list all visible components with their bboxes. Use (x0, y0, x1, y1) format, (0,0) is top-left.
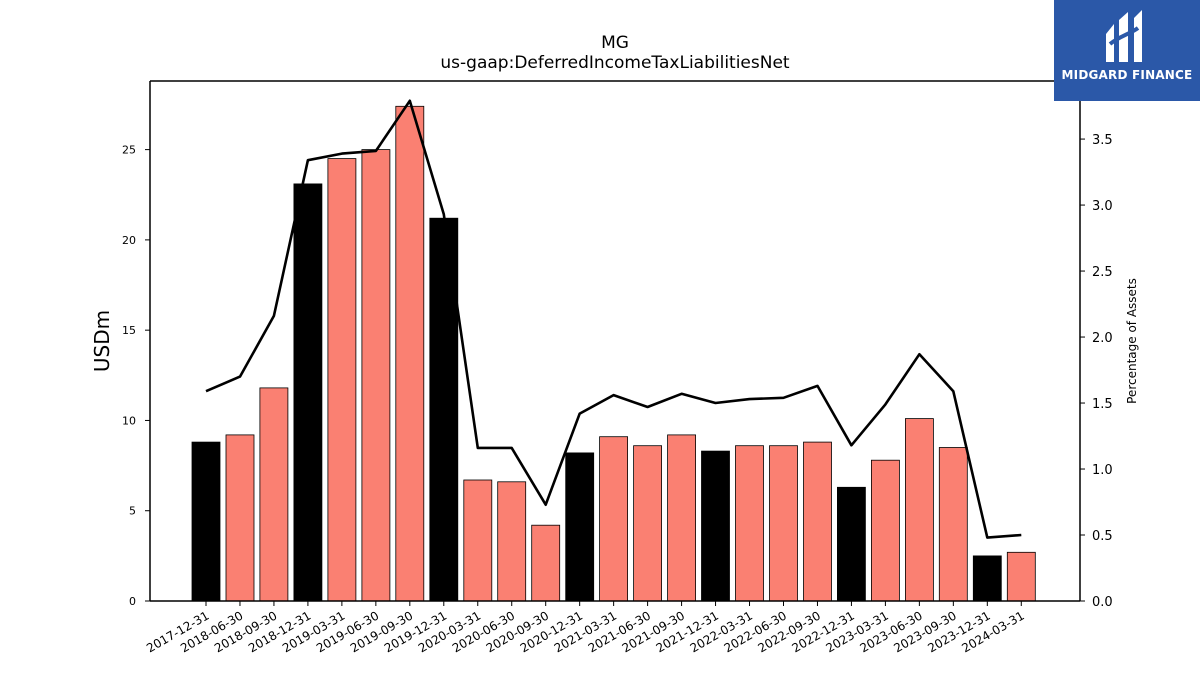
bar-2017-12-31 (191, 441, 221, 602)
y2-axis-label: Percentage of Assets (1125, 278, 1139, 404)
bar-2024-03-31 (1006, 551, 1036, 602)
bar-2022-06-30 (769, 445, 798, 602)
y-tick-label: 20 (122, 234, 136, 247)
y2-tick-label: 1.5 (1092, 397, 1113, 412)
y2-tick-label: 3.0 (1092, 199, 1113, 214)
bar-2021-03-31 (599, 436, 628, 602)
y-tick-label: 0 (129, 595, 136, 608)
y-tick-label: 15 (122, 324, 136, 337)
y-tick-label: 10 (122, 414, 136, 427)
bar-2021-12-31 (701, 450, 730, 602)
midgard-logo-icon (1106, 10, 1142, 62)
bar-2023-09-30 (938, 447, 968, 602)
bar-2023-06-30 (905, 418, 934, 602)
y-tick-label: 5 (129, 505, 136, 518)
y2-tick-label: 2.5 (1092, 265, 1113, 280)
bar-2020-03-31 (463, 479, 493, 602)
y-axis-label: USDm (90, 310, 114, 372)
y2-tick-label: 3.5 (1092, 133, 1113, 148)
bar-2022-09-30 (803, 441, 832, 602)
y-tick-label: 25 (122, 144, 136, 157)
bar-2019-06-30 (361, 149, 391, 602)
y2-tick-label: 0.0 (1092, 595, 1113, 610)
bar-2018-06-30 (225, 434, 255, 602)
bar-2021-09-30 (667, 434, 696, 602)
y2-tick-label: 2.0 (1092, 331, 1113, 346)
bar-2018-09-30 (259, 387, 289, 602)
bar-2019-03-31 (327, 158, 357, 602)
bar-2020-09-30 (531, 524, 561, 602)
y2-tick-label: 0.5 (1092, 529, 1113, 544)
bar-2021-06-30 (633, 445, 662, 602)
bar-2023-12-31 (972, 555, 1002, 602)
bar-2019-09-30 (395, 105, 425, 602)
bar-2018-12-31 (293, 183, 323, 602)
logo: MIDGARD FINANCE (1054, 0, 1200, 101)
logo-text: MIDGARD FINANCE (1061, 68, 1193, 82)
chart-title: MG (601, 33, 629, 53)
bar-2020-12-31 (565, 452, 595, 602)
bar-2022-12-31 (837, 486, 866, 602)
bar-2022-03-31 (735, 445, 764, 602)
percentage-line (205, 99, 1022, 539)
y2-tick-label: 1.0 (1092, 463, 1113, 478)
bar-2023-03-31 (871, 459, 900, 602)
chart-subtitle: us-gaap:DeferredIncomeTaxLiabilitiesNet (440, 53, 790, 73)
bar-2020-06-30 (497, 481, 527, 602)
